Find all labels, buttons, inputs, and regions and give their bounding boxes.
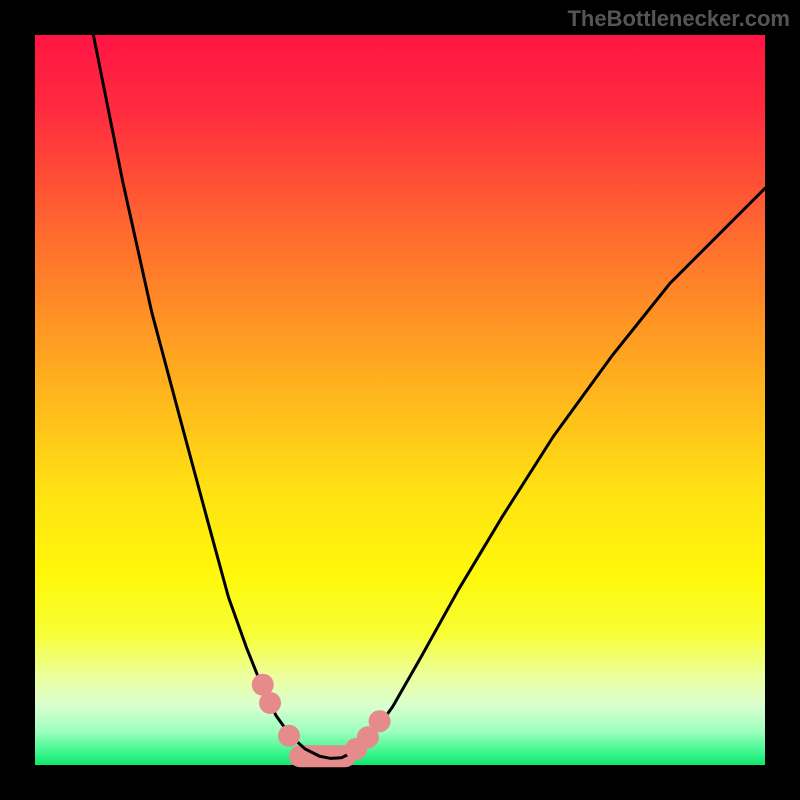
chart-overlay [35, 35, 765, 765]
chart-plot-area [35, 35, 765, 765]
stage: TheBottlenecker.com [0, 0, 800, 800]
bottleneck-curve [93, 35, 765, 758]
scatter-point [259, 692, 281, 714]
scatter-point [369, 710, 391, 732]
scatter-point [278, 725, 300, 747]
watermark-text: TheBottlenecker.com [567, 6, 790, 32]
